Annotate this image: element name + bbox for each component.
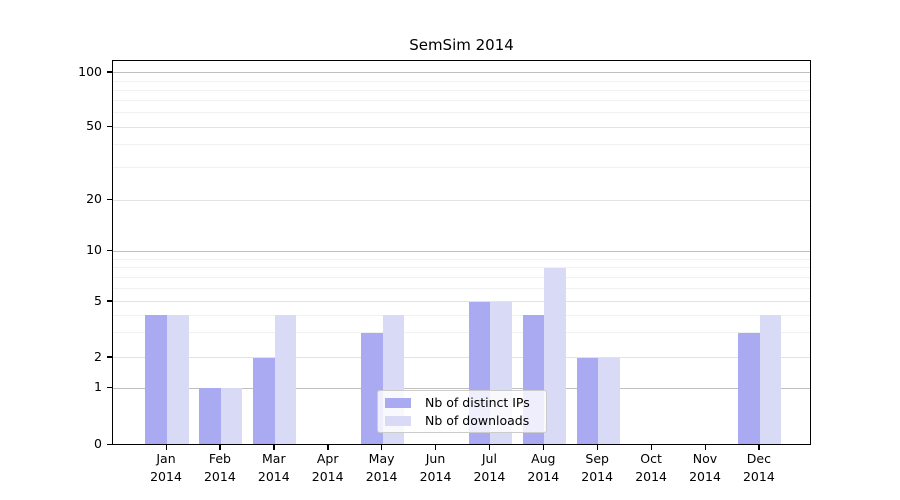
bar-aug-downloads bbox=[544, 267, 566, 445]
x-tick-mark-nov bbox=[704, 445, 706, 450]
gridline-minor-4 bbox=[113, 314, 810, 316]
y-tick-mark-10 bbox=[107, 249, 112, 252]
x-tick-label-oct: Oct 2014 bbox=[635, 451, 667, 484]
bar-dec-distinct-ips bbox=[738, 332, 760, 445]
x-tick-mark-may bbox=[381, 445, 383, 450]
chart-title: SemSim 2014 bbox=[409, 36, 514, 54]
x-tick-label-feb: Feb 2014 bbox=[203, 451, 236, 484]
y-tick-mark-20 bbox=[107, 198, 112, 200]
gridline-major-1 bbox=[113, 387, 810, 389]
x-tick-label-dec: Dec 2014 bbox=[742, 451, 775, 484]
legend-label-downloads: Nb of downloads bbox=[425, 412, 530, 428]
legend-label-distinct-ips: Nb of distinct IPs bbox=[425, 394, 530, 410]
gridline-minor-6 bbox=[113, 287, 810, 289]
x-tick-mark-mar bbox=[273, 445, 275, 450]
y-tick-mark-1 bbox=[107, 386, 112, 389]
x-tick-label-apr: Apr 2014 bbox=[311, 451, 344, 484]
bar-feb-distinct-ips bbox=[199, 388, 221, 445]
bar-feb-downloads bbox=[220, 388, 243, 445]
y-tick-label-5: 5 bbox=[94, 292, 102, 308]
x-tick-mark-jul bbox=[488, 445, 491, 450]
bar-sep-distinct-ips bbox=[576, 357, 599, 445]
bar-dec-downloads bbox=[759, 315, 782, 445]
x-tick-mark-dec bbox=[758, 445, 760, 450]
y-tick-mark-50 bbox=[107, 125, 112, 127]
legend-swatch-downloads bbox=[385, 415, 411, 426]
legend-swatch-distinct-ips bbox=[385, 397, 411, 408]
y-tick-label-20: 20 bbox=[86, 191, 102, 206]
x-tick-label-nov: Nov 2014 bbox=[689, 451, 721, 484]
x-tick-label-jan: Jan 2014 bbox=[150, 451, 182, 484]
y-tick-label-100: 100 bbox=[78, 63, 102, 79]
x-tick-label-mar: Mar 2014 bbox=[257, 451, 290, 484]
gridline-major-2 bbox=[113, 357, 810, 359]
y-tick-mark-2 bbox=[107, 356, 112, 358]
bar-mar-distinct-ips bbox=[253, 357, 275, 445]
bar-mar-downloads bbox=[274, 315, 297, 445]
x-tick-label-may: May 2014 bbox=[365, 451, 398, 484]
x-tick-label-sep: Sep 2014 bbox=[581, 451, 614, 484]
gridline-major-5 bbox=[113, 301, 810, 303]
y-tick-label-1: 1 bbox=[94, 379, 102, 395]
legend-item-downloads: Nb of downloads bbox=[385, 412, 546, 428]
gridline-minor-8 bbox=[113, 267, 810, 268]
plot-area bbox=[112, 60, 811, 445]
y-tick-mark-5 bbox=[107, 300, 112, 302]
y-tick-label-0: 0 bbox=[94, 436, 102, 452]
gridline-minor-3 bbox=[113, 332, 810, 334]
gridline-minor-30 bbox=[113, 167, 810, 169]
y-tick-mark-0 bbox=[107, 443, 112, 446]
y-tick-label-2: 2 bbox=[94, 348, 102, 364]
x-tick-mark-jan bbox=[165, 445, 167, 450]
x-tick-mark-sep bbox=[596, 445, 599, 450]
y-tick-mark-100 bbox=[107, 71, 112, 73]
gridline-major-100 bbox=[113, 72, 810, 74]
gridline-minor-80 bbox=[113, 89, 810, 91]
legend-item-distinct-ips: Nb of distinct IPs bbox=[385, 394, 546, 410]
gridline-minor-9 bbox=[113, 258, 810, 260]
bar-jan-downloads bbox=[167, 315, 189, 445]
y-tick-label-10: 10 bbox=[86, 242, 102, 258]
x-tick-label-jun: Jun 2014 bbox=[419, 451, 452, 484]
bar-jan-distinct-ips bbox=[145, 315, 167, 445]
y-tick-label-50: 50 bbox=[86, 118, 102, 133]
gridline-major-10 bbox=[113, 250, 810, 252]
x-tick-label-aug: Aug 2014 bbox=[527, 451, 560, 484]
gridline-major-20 bbox=[113, 199, 810, 201]
x-tick-mark-apr bbox=[327, 445, 329, 450]
x-tick-label-jul: Jul 2014 bbox=[473, 451, 506, 484]
x-tick-mark-jun bbox=[435, 445, 437, 450]
gridline-major-50 bbox=[113, 126, 810, 128]
gridline-minor-40 bbox=[113, 144, 810, 146]
gridline-minor-70 bbox=[113, 100, 810, 102]
gridline-minor-7 bbox=[113, 276, 810, 278]
x-tick-mark-feb bbox=[219, 445, 221, 450]
legend: Nb of distinct IPs Nb of downloads bbox=[377, 390, 547, 433]
bar-sep-downloads bbox=[598, 357, 620, 445]
x-tick-mark-aug bbox=[542, 445, 545, 450]
gridline-minor-60 bbox=[113, 112, 810, 114]
gridline-minor-90 bbox=[113, 80, 810, 82]
x-tick-mark-oct bbox=[650, 445, 652, 450]
